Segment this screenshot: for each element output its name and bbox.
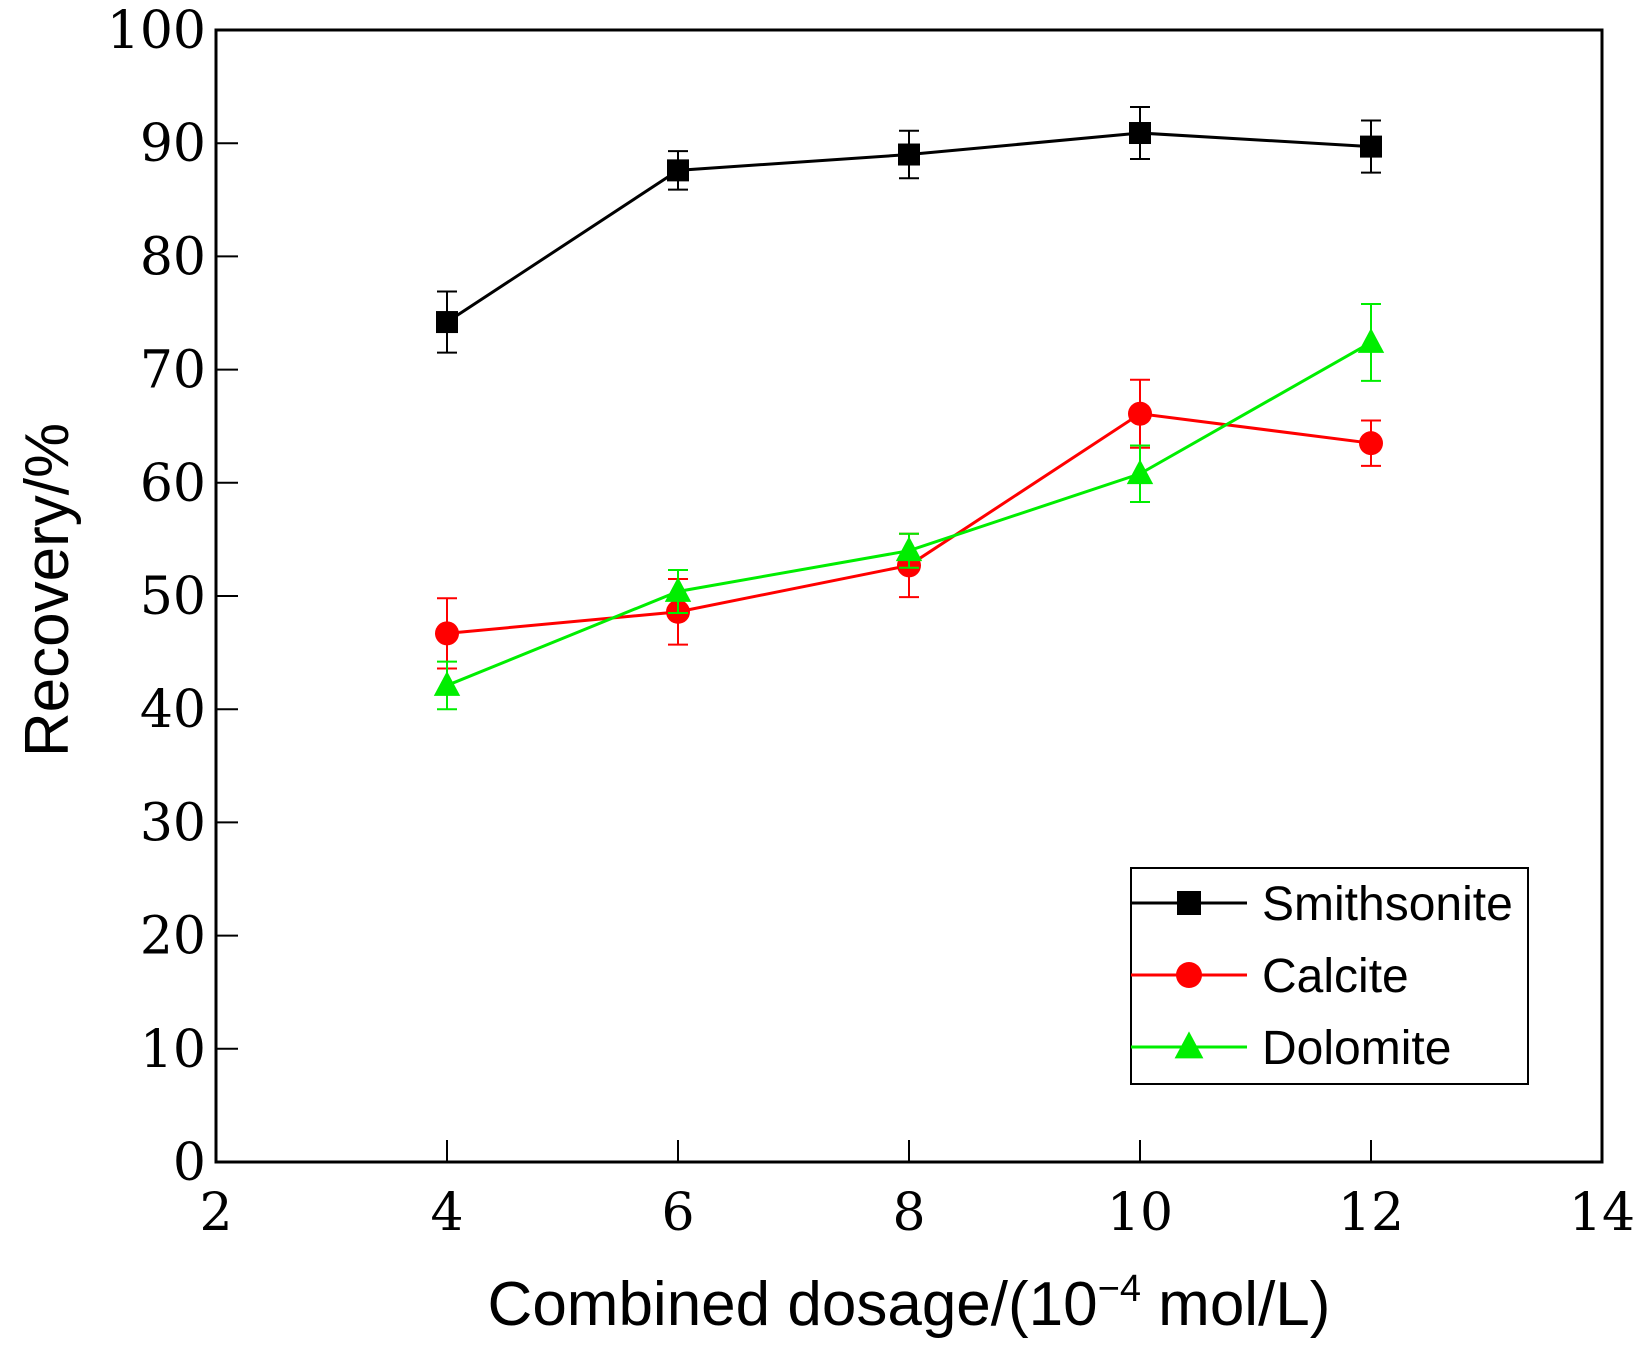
- series-dolomite: [433, 302, 1385, 711]
- y-tick-label: 20: [140, 907, 206, 967]
- x-tick-label: 6: [661, 1183, 694, 1243]
- y-axis: 0 10 20 30 40 50 60 70 80 90 100: [107, 1, 238, 1193]
- x-tick-label: 12: [1338, 1183, 1404, 1243]
- x-tick-label: 14: [1569, 1183, 1635, 1243]
- series-smithsonite: [436, 105, 1382, 354]
- y-tick-label: 10: [140, 1020, 206, 1080]
- y-tick-label: 70: [140, 341, 206, 401]
- y-axis-title: Recovery/%: [13, 423, 82, 757]
- y-tick-label: 30: [140, 793, 206, 853]
- dolomite-line: [446, 341, 1372, 687]
- legend-dolomite-marker: [1174, 1031, 1204, 1059]
- smithsonite-point: [898, 143, 920, 166]
- dolomite-point: [664, 577, 692, 602]
- calcite-point: [435, 621, 459, 646]
- dolomite-point: [895, 536, 923, 562]
- x-tick-label: 10: [1107, 1183, 1173, 1243]
- x-tick-label: 8: [892, 1183, 925, 1243]
- smithsonite-point: [436, 311, 458, 334]
- x-tick-label: 4: [430, 1183, 463, 1243]
- legend-calcite-label: Calcite: [1262, 950, 1409, 1003]
- legend: Smithsonite Calcite Dolomite: [1130, 867, 1529, 1085]
- y-tick-label: 40: [140, 680, 206, 740]
- series-calcite: [435, 378, 1383, 670]
- series-layer: [433, 105, 1385, 711]
- calcite-point: [1359, 431, 1383, 456]
- x-axis-title: Combined dosage/(10−4 mol/L): [488, 1268, 1331, 1339]
- legend-dolomite-label: Dolomite: [1262, 1022, 1451, 1075]
- legend-smithsonite-label: Smithsonite: [1262, 878, 1513, 931]
- x-axis: 2 4 6 8 10 12 14: [199, 1140, 1635, 1243]
- y-tick-label: 90: [140, 114, 206, 174]
- smithsonite-point: [1360, 135, 1382, 158]
- calcite-line: [446, 412, 1372, 635]
- legend-smithsonite-marker: [1177, 891, 1201, 915]
- y-tick-label: 50: [140, 567, 206, 627]
- y-tick-label: 60: [140, 454, 206, 514]
- dolomite-point: [1126, 459, 1154, 485]
- dolomite-point: [433, 671, 461, 696]
- legend-calcite-marker: [1176, 962, 1202, 988]
- y-tick-label: 80: [140, 227, 206, 287]
- y-tick-label: 0: [173, 1133, 206, 1193]
- dolomite-point: [1357, 328, 1385, 353]
- smithsonite-point: [1129, 122, 1151, 145]
- y-tick-label: 100: [107, 1, 206, 61]
- x-tick-label: 2: [199, 1183, 232, 1243]
- calcite-point: [1128, 401, 1152, 426]
- smithsonite-point: [667, 159, 689, 182]
